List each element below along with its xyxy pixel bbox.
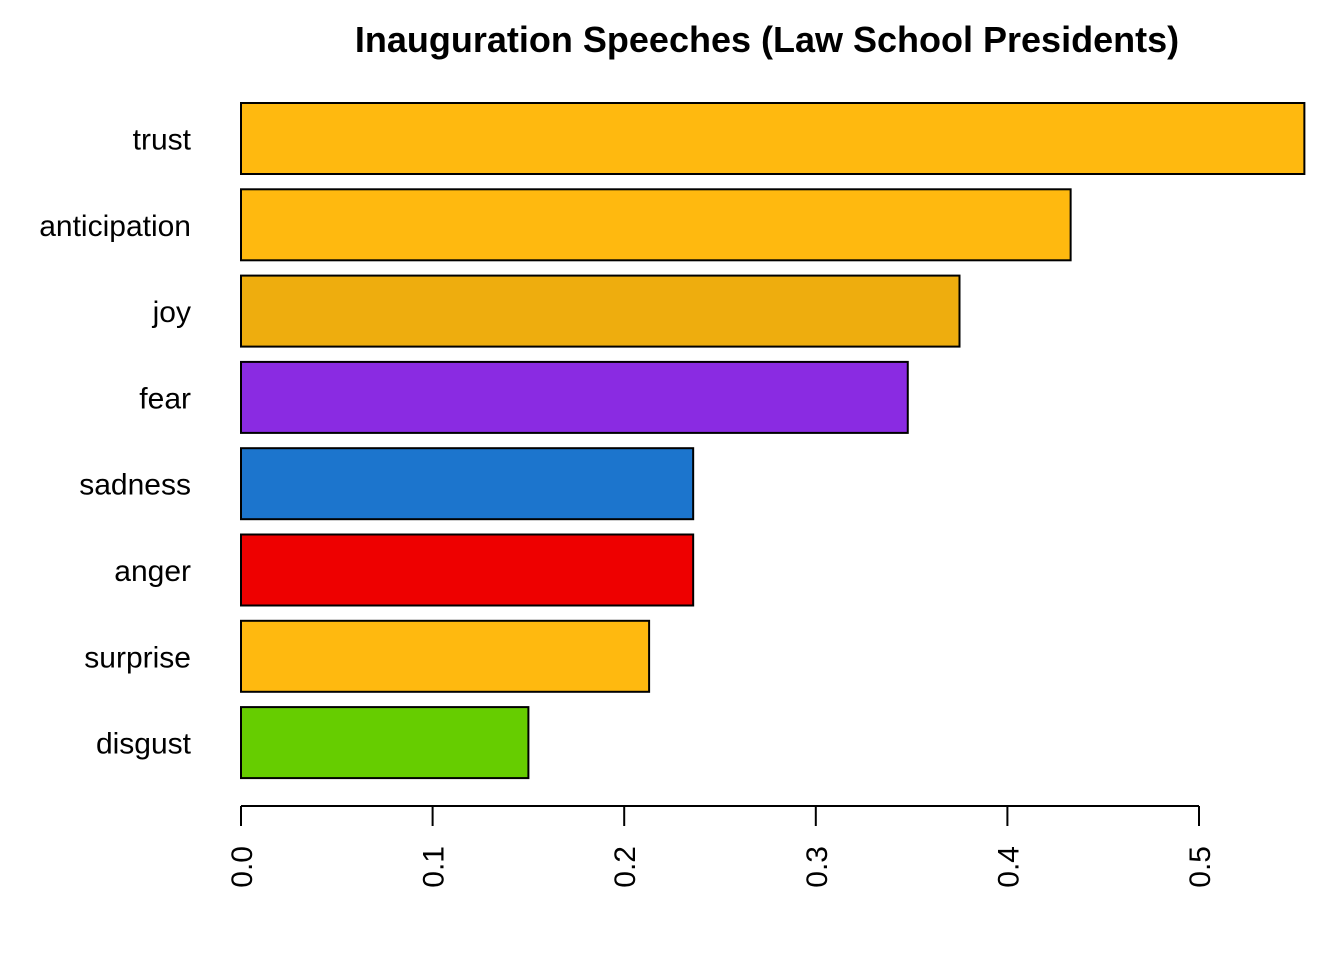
bar-anticipation [240,188,1072,262]
category-label-trust: trust [133,124,192,157]
bar-anger [240,533,695,607]
bar-joy [240,274,961,348]
category-label-anger: anger [114,555,191,588]
x-tick-label-0.4: 0.4 [992,846,1025,888]
x-axis: 0.0 0.1 0.2 0.3 0.4 0.5 [226,805,1217,888]
bar-sadness [240,447,695,521]
chart-title: Inauguration Speeches (Law School Presid… [355,19,1179,60]
x-tick-label-0.1: 0.1 [418,846,451,888]
bar-surprise [240,619,651,693]
category-label-joy: joy [152,296,191,329]
x-tick-label-0.2: 0.2 [609,846,642,888]
bar-fear [240,360,909,434]
bar-trust [240,102,1306,175]
category-labels: trust anticipation joy fear sadness anger surp… [39,124,191,761]
x-tick-label-0.3: 0.3 [801,846,834,888]
x-tick-label-0.0: 0.0 [226,846,259,888]
category-label-fear: fear [139,382,191,415]
x-tick-label-0.5: 0.5 [1184,846,1217,888]
bar-group [240,102,1306,780]
category-label-anticipation: anticipation [39,210,191,243]
category-label-disgust: disgust [96,728,192,761]
bar-disgust [240,706,530,780]
category-label-surprise: surprise [84,641,191,674]
category-label-sadness: sadness [79,469,191,502]
